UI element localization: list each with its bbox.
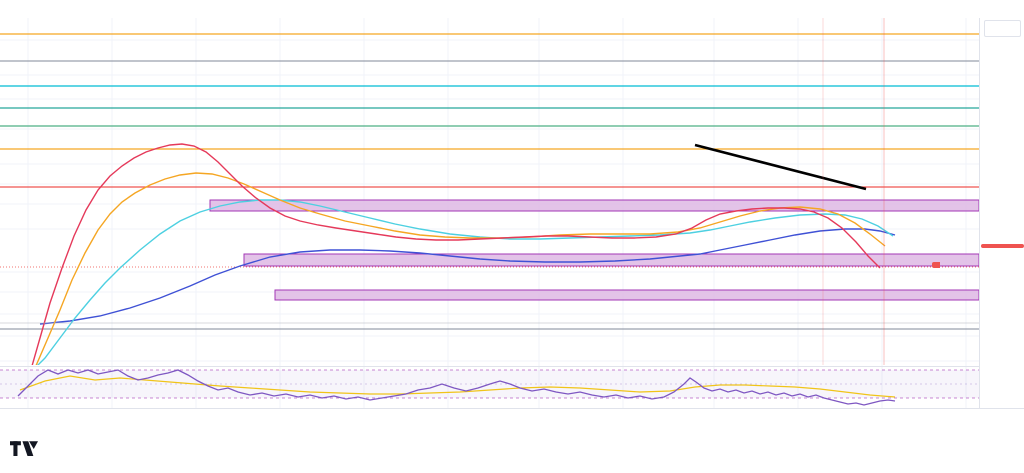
grid-vertical: [27, 18, 967, 408]
trendline-resistance: [694, 143, 867, 191]
price-scale-unit: [980, 20, 1024, 26]
chart-legend: [8, 22, 37, 70]
legend-row-ema[interactable]: [8, 54, 37, 68]
tradingview-logo[interactable]: [10, 440, 45, 458]
supply-demand-zones: [209, 199, 979, 301]
ema-100-line: [37, 199, 894, 365]
time-scale[interactable]: [0, 408, 1024, 432]
price-scale[interactable]: [979, 18, 1024, 408]
fib-retracement-lines: [0, 33, 979, 330]
ema-50-line: [35, 172, 886, 365]
pane-separator: [0, 366, 979, 367]
current-price-tag: [981, 244, 1024, 248]
rsi-legend[interactable]: [8, 371, 16, 382]
ema-20-line: [31, 143, 881, 365]
symbol-price-tag: [932, 262, 940, 268]
rsi-pane: [0, 369, 979, 406]
ema-200-line: [39, 228, 896, 325]
legend-row-volume[interactable]: [8, 38, 37, 52]
legend-row-symbol[interactable]: [8, 22, 37, 36]
chart-canvas[interactable]: [0, 18, 979, 408]
tradingview-mark-icon: [10, 441, 38, 456]
chart-plot-area[interactable]: [0, 18, 979, 408]
price-scale-unit-box: [984, 20, 1021, 37]
